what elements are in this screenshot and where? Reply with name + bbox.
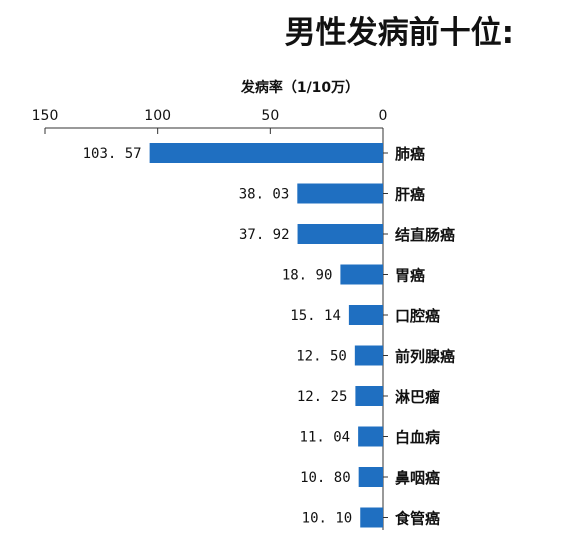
- value-label: 15. 14: [290, 308, 341, 324]
- value-label: 103. 57: [83, 146, 142, 162]
- category-label: 肺癌: [395, 145, 425, 163]
- value-label: 10. 10: [302, 511, 353, 527]
- bar: [297, 183, 383, 204]
- category-label: 结直肠癌: [395, 226, 455, 244]
- x-tick-label: 100: [144, 108, 171, 124]
- x-tick-label: 50: [261, 108, 279, 124]
- value-labels: 103. 57 38. 03 37. 92 18. 90 15. 14 12. 50 12.…: [83, 146, 353, 527]
- bar: [149, 143, 383, 163]
- category-label: 前列腺癌: [395, 348, 455, 366]
- value-label: 12. 25: [297, 389, 348, 405]
- value-label: 37. 92: [239, 227, 290, 243]
- category-label: 肝癌: [395, 186, 425, 204]
- value-label: 18. 90: [282, 268, 333, 284]
- category-label: 食管癌: [395, 510, 440, 528]
- category-label: 白血病: [395, 429, 440, 447]
- category-label: 淋巴瘤: [395, 388, 440, 406]
- bars: [149, 143, 383, 528]
- category-label: 胃癌: [395, 267, 425, 285]
- bar: [358, 467, 383, 487]
- value-label: 12. 50: [296, 349, 347, 365]
- chart-title: 男性发病前十位:: [285, 15, 514, 51]
- bar: [355, 386, 383, 406]
- value-label: 10. 80: [300, 470, 351, 486]
- category-label: 口腔癌: [395, 307, 440, 325]
- value-label: 38. 03: [239, 187, 290, 203]
- value-label: 11. 04: [300, 430, 351, 446]
- bar: [340, 264, 383, 285]
- bar: [297, 224, 383, 244]
- bar: [360, 507, 383, 528]
- bar: [354, 345, 383, 366]
- bar: [358, 426, 383, 447]
- category-label: 鼻咽癌: [395, 469, 440, 487]
- x-tick-label: 150: [32, 108, 59, 124]
- x-tick-label: 0: [379, 108, 388, 124]
- x-axis-title: 发病率（1/10万）: [240, 79, 359, 96]
- bar: [348, 305, 383, 325]
